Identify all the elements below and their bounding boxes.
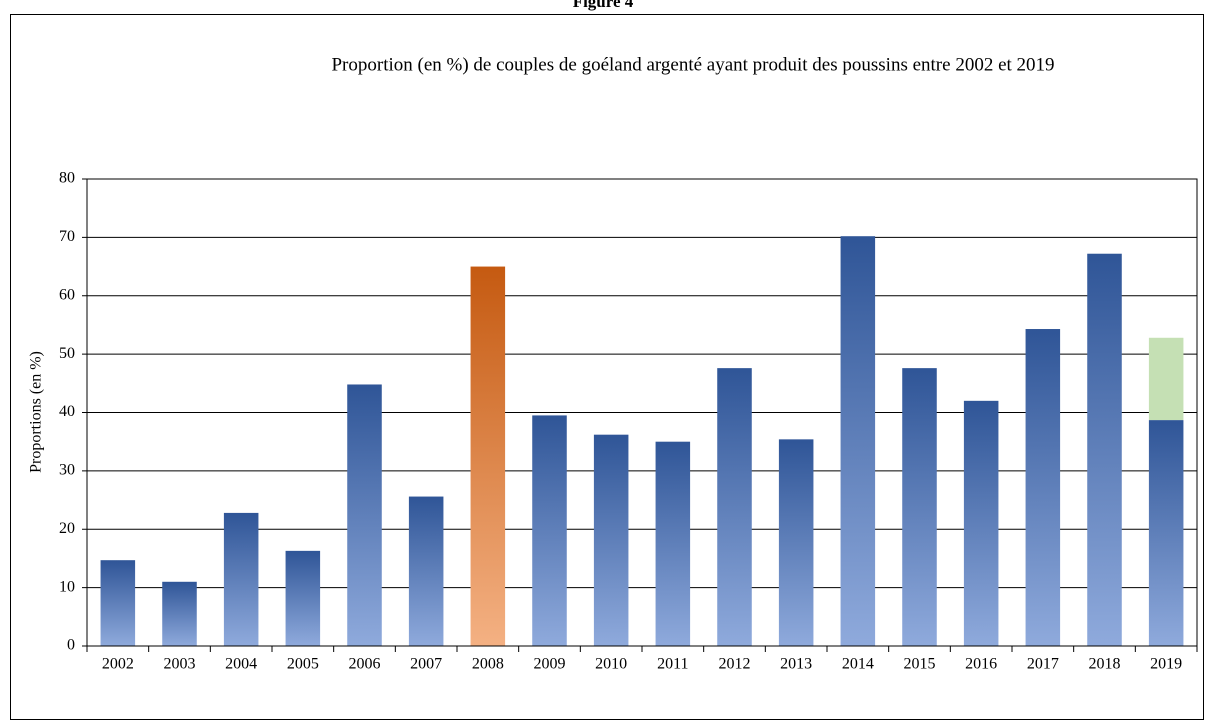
x-tick-label: 2013 — [780, 656, 812, 673]
bar — [1148, 420, 1184, 646]
y-tick-label: 0 — [67, 637, 75, 654]
x-tick-label: 2011 — [657, 656, 688, 673]
bar — [778, 439, 814, 646]
y-tick-label: 40 — [59, 403, 75, 420]
frame — [10, 14, 1204, 720]
x-tick-label: 2003 — [164, 656, 196, 673]
x-tick-label: 2008 — [472, 656, 504, 673]
bar — [100, 560, 136, 646]
bar — [285, 550, 321, 646]
x-tick-label: 2012 — [719, 656, 751, 673]
chart-title: Proportion (en %) de couples de goéland … — [331, 54, 1054, 75]
bar — [717, 368, 752, 646]
x-tick-label: 2019 — [1150, 656, 1182, 673]
y-axis-label: Proportions (en %) — [28, 351, 45, 473]
y-tick-label: 10 — [59, 578, 75, 595]
x-tick-label: 2018 — [1089, 656, 1121, 673]
y-tick-label: 70 — [59, 228, 75, 245]
y-tick-label: 80 — [59, 170, 75, 187]
y-tick-label: 50 — [59, 345, 75, 362]
x-tick-label: 2004 — [225, 656, 257, 673]
bar — [1025, 329, 1061, 646]
x-tick-label: 2015 — [904, 656, 936, 673]
x-tick-label: 2017 — [1027, 656, 1059, 673]
bar — [1148, 337, 1184, 421]
bar — [532, 415, 567, 646]
figure-label: Figure 4 — [573, 0, 634, 11]
y-tick-label: 20 — [59, 520, 75, 537]
x-tick-label: 2014 — [842, 656, 874, 673]
x-tick-label: 2002 — [102, 656, 134, 673]
bar — [408, 496, 444, 646]
x-tick-label: 2006 — [349, 656, 381, 673]
bar — [655, 441, 691, 646]
bar — [162, 581, 197, 646]
bar — [223, 512, 259, 646]
x-tick-label: 2010 — [595, 656, 627, 673]
bar — [902, 368, 937, 646]
bar — [963, 400, 999, 646]
bar — [593, 434, 629, 646]
bar — [840, 236, 876, 646]
y-tick-label: 60 — [59, 286, 75, 303]
bar — [1087, 253, 1122, 646]
x-tick-label: 2016 — [965, 656, 997, 673]
bar — [347, 384, 382, 646]
x-tick-label: 2009 — [534, 656, 566, 673]
x-tick-label: 2005 — [287, 656, 319, 673]
y-tick-label: 30 — [59, 462, 75, 479]
bar — [470, 266, 506, 646]
x-tick-label: 2007 — [410, 656, 442, 673]
